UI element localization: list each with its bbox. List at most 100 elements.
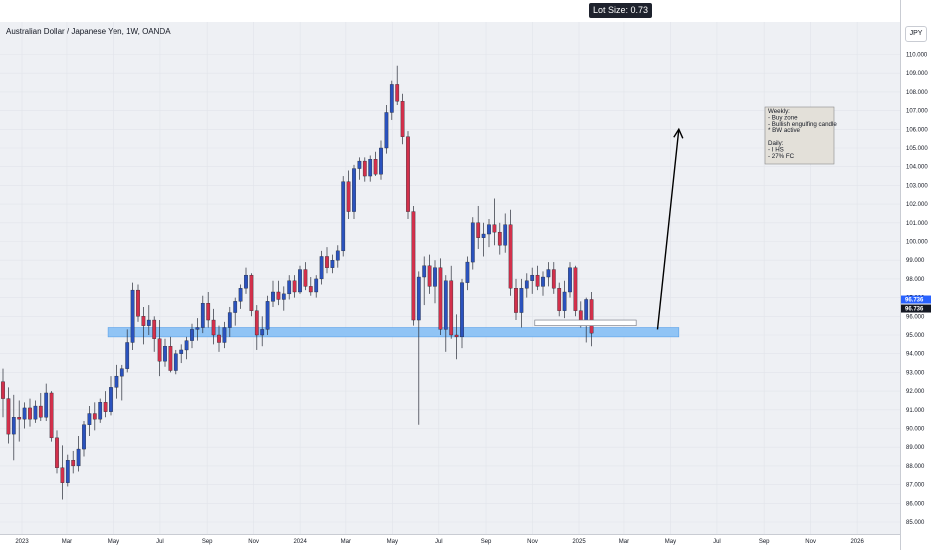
candle-body-up [357, 160, 362, 169]
candle-body-down [497, 231, 502, 246]
y-tick-label: 86.000 [906, 501, 925, 507]
candle-body-down [28, 407, 32, 420]
candle-body-up [562, 291, 567, 311]
candle-body-up [314, 278, 319, 293]
candle-body-down [427, 265, 432, 287]
annotation-line: Weekly: [768, 108, 790, 115]
lot-size-badge: Lot Size: 0.73 [589, 3, 653, 18]
candle-body-up [487, 224, 491, 235]
candle-body-down [168, 346, 173, 371]
candle-body-down [55, 437, 59, 468]
annotation-box [764, 106, 835, 165]
y-tick-label: 102.000 [906, 202, 928, 208]
candle-body-down [400, 101, 405, 137]
candle-body-up [125, 342, 130, 369]
x-tick-label: 2026 [850, 539, 864, 545]
candle-body-up [146, 319, 151, 326]
candle-body-down [17, 417, 22, 420]
annotation-line: - 27% FC [768, 153, 795, 160]
candle-body-down [292, 280, 297, 293]
candle-body-up [389, 84, 394, 113]
candle-body-down [103, 402, 108, 412]
y-tick-label: 99.000 [906, 258, 925, 264]
candle-body-up [87, 413, 92, 425]
candle-body-up [82, 424, 86, 450]
candle-body-up [298, 269, 302, 293]
candle-body-down [217, 334, 221, 343]
x-tick-label: May [665, 539, 676, 545]
x-tick-label: May [387, 539, 398, 545]
candle-body-up [470, 222, 475, 263]
candle-body-up [416, 276, 421, 321]
x-tick-label: 2024 [293, 539, 307, 545]
candle-body-up [195, 327, 200, 330]
y-tick-label: 98.000 [906, 277, 925, 283]
candle-body-down [254, 310, 259, 336]
time-axis[interactable] [0, 534, 900, 551]
candle-body-up [65, 460, 70, 483]
candle-body-up [244, 274, 248, 289]
y-tick-label: 85.000 [906, 520, 925, 526]
x-tick-label: Jul [156, 539, 164, 545]
y-tick-label: 92.000 [906, 389, 925, 395]
candle-body-down [49, 392, 54, 439]
candle-body-up [11, 417, 16, 435]
y-tick-label: 108.000 [906, 90, 928, 96]
candle-body-up [22, 407, 27, 420]
symbol-title: Australian Dollar / Japanese Yen, 1W, OA… [6, 27, 171, 36]
x-tick-label: Mar [62, 539, 72, 545]
candle-body-down [157, 338, 162, 362]
candle-body-down [346, 181, 351, 212]
candle-body-up [260, 329, 265, 336]
candle-body-down [92, 413, 97, 420]
candle-body-up [530, 274, 535, 281]
candle-body-up [443, 280, 448, 330]
candle-body-down [276, 291, 281, 300]
x-tick-label: Sep [759, 539, 770, 545]
y-tick-label: 110.000 [906, 53, 928, 59]
candle-body-up [238, 288, 243, 302]
candle-body-up [163, 346, 167, 362]
x-tick-label: 2023 [15, 539, 29, 545]
x-tick-label: Jul [713, 539, 721, 545]
candle-body-down [551, 269, 556, 289]
price-label-close-bg [901, 304, 931, 313]
candle-body-down [557, 288, 562, 311]
candle-body-up [503, 224, 508, 246]
candle-body-up [271, 291, 275, 302]
annotation-line: - Bullish engulfing candle [768, 121, 837, 128]
candle-body-down [514, 288, 518, 313]
candle-body-up [541, 276, 545, 287]
candle-body-up [130, 289, 135, 343]
y-tick-label: 96.000 [906, 314, 925, 320]
candle-body-down [71, 460, 76, 467]
y-tick-label: 94.000 [906, 352, 925, 358]
currency-button[interactable]: JPY [905, 26, 927, 42]
candle-body-down [211, 319, 216, 336]
y-tick-label: 93.000 [906, 370, 925, 376]
candle-body-up [330, 260, 335, 268]
x-tick-label: Sep [481, 539, 492, 545]
candle-body-down [1, 381, 5, 399]
candle-body-up [265, 301, 270, 330]
candle-body-up [460, 282, 464, 338]
candle-body-up [568, 267, 572, 293]
candle-body-up [227, 312, 232, 328]
candle-body-up [422, 265, 427, 278]
candle-body-up [119, 368, 124, 377]
candle-body-up [335, 250, 340, 261]
candle-body-down [449, 280, 454, 336]
plot-area[interactable] [0, 22, 900, 534]
candle-body-up [524, 280, 529, 289]
candle-body-down [535, 274, 540, 287]
y-tick-label: 101.000 [906, 221, 928, 227]
y-tick-label: 106.000 [906, 127, 928, 133]
y-tick-label: 103.000 [906, 183, 928, 189]
x-tick-label: May [108, 539, 119, 545]
candle-body-down [589, 299, 594, 334]
price-axis[interactable] [900, 0, 932, 550]
candle-body-down [141, 316, 146, 326]
candle-body-up [44, 392, 49, 418]
